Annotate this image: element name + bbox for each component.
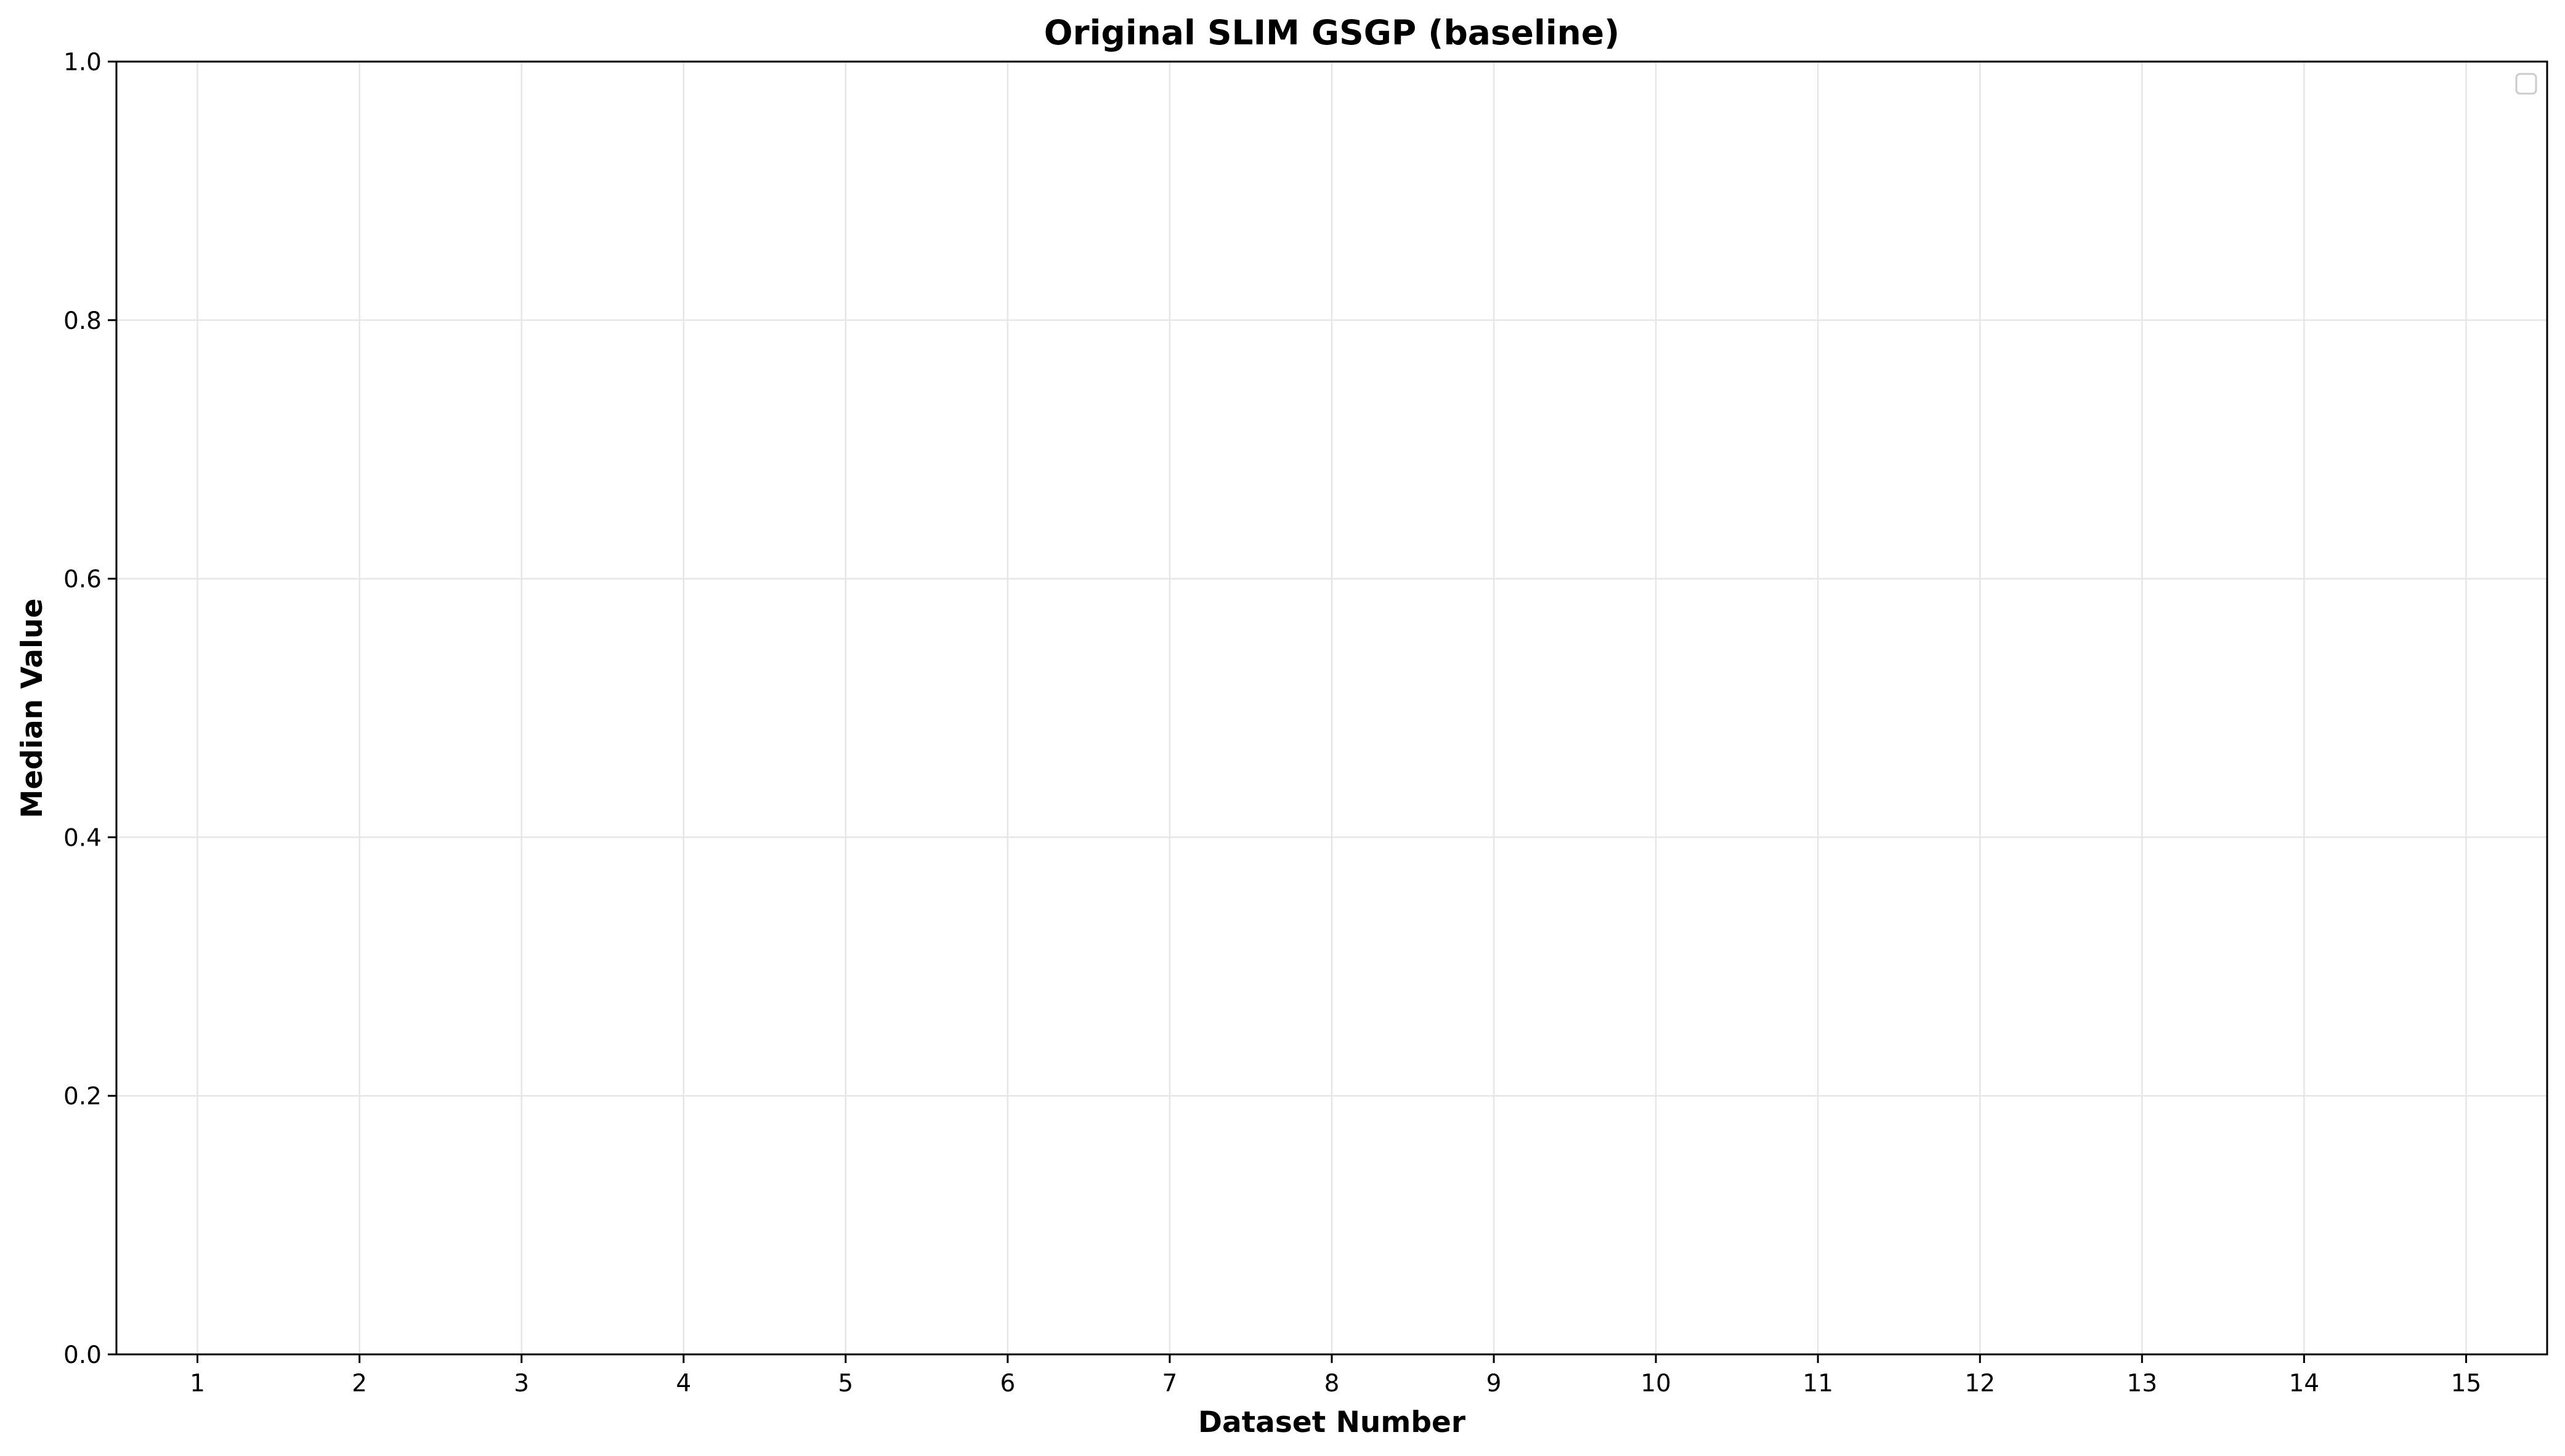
x-tick-label: 2 (352, 1370, 367, 1397)
chart-title: Original SLIM GSGP (baseline) (1044, 13, 1620, 52)
y-axis-label: Median Value (15, 599, 49, 819)
x-tick-label: 9 (1486, 1370, 1502, 1397)
x-tick-label: 5 (838, 1370, 853, 1397)
x-tick-label: 6 (1000, 1370, 1015, 1397)
x-tick-label: 7 (1162, 1370, 1178, 1397)
y-tick-label: 0.8 (63, 307, 102, 335)
x-tick-label: 13 (2127, 1370, 2158, 1397)
y-tick-label: 0.0 (63, 1341, 102, 1369)
x-tick-label: 1 (190, 1370, 205, 1397)
y-tick-label: 0.6 (63, 566, 102, 594)
x-tick-label: 12 (1964, 1370, 1995, 1397)
x-axis-label: Dataset Number (1198, 1405, 1466, 1439)
legend-box (2515, 73, 2537, 95)
x-tick-label: 3 (514, 1370, 529, 1397)
x-axis-ticks: 1 2 3 4 5 6 7 8 9 10 11 12 13 14 15 (190, 1354, 2481, 1397)
y-tick-label: 0.2 (63, 1083, 102, 1110)
x-tick-label: 10 (1640, 1370, 1671, 1397)
x-tick-label: 4 (676, 1370, 691, 1397)
x-tick-label: 11 (1802, 1370, 1833, 1397)
x-tick-label: 8 (1324, 1370, 1340, 1397)
y-tick-label: 0.4 (63, 824, 102, 852)
y-axis-ticks: 0.0 0.2 0.4 0.6 0.8 1.0 (63, 49, 116, 1369)
x-tick-label: 14 (2289, 1370, 2320, 1397)
y-tick-label: 1.0 (63, 49, 102, 76)
grid-lines (116, 60, 2547, 1356)
x-tick-label: 15 (2451, 1370, 2482, 1397)
